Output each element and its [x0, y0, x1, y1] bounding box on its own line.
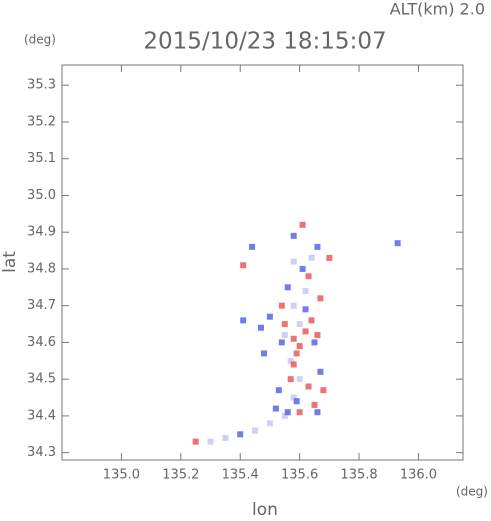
- data-point: [305, 273, 312, 280]
- data-point: [284, 409, 291, 416]
- plot-frame: [61, 64, 464, 461]
- data-point: [290, 361, 297, 368]
- y-tick-label: 34.6: [27, 335, 56, 350]
- data-point: [222, 434, 229, 441]
- data-point: [240, 262, 247, 269]
- data-point: [290, 335, 297, 342]
- data-point: [314, 332, 321, 339]
- data-point: [305, 383, 312, 390]
- x-axis-label: lon: [252, 500, 278, 520]
- data-point: [281, 321, 288, 328]
- y-tick-label: 34.4: [27, 408, 56, 423]
- data-point: [275, 387, 282, 394]
- y-tick-label: 35.0: [27, 188, 56, 203]
- data-point: [302, 287, 309, 294]
- data-point: [237, 431, 244, 438]
- data-point: [326, 254, 333, 261]
- data-point: [290, 258, 297, 265]
- data-point: [278, 339, 285, 346]
- data-point: [302, 328, 309, 335]
- y-tick-label: 34.9: [27, 225, 56, 240]
- x-tick-label: 136.0: [400, 468, 437, 483]
- data-point: [296, 321, 303, 328]
- data-point: [314, 409, 321, 416]
- x-tick-label: 135.8: [340, 468, 377, 483]
- data-point: [299, 265, 306, 272]
- y-unit: (deg): [24, 33, 56, 47]
- x-tick-label: 135.0: [103, 468, 140, 483]
- y-tick-label: 34.3: [27, 445, 56, 460]
- data-point: [281, 412, 288, 419]
- data-point: [266, 313, 273, 320]
- data-point: [314, 243, 321, 250]
- data-point: [296, 409, 303, 416]
- data-point: [272, 405, 279, 412]
- data-point: [278, 302, 285, 309]
- chart-title: 2015/10/23 18:15:07: [143, 29, 386, 55]
- data-point: [284, 284, 291, 291]
- data-point: [287, 357, 294, 364]
- y-tick-label: 34.8: [27, 261, 56, 276]
- data-point: [296, 343, 303, 350]
- data-point: [249, 243, 256, 250]
- data-point: [293, 350, 300, 357]
- data-point: [207, 438, 214, 445]
- data-point: [290, 394, 297, 401]
- data-point: [281, 332, 288, 339]
- data-point: [258, 324, 265, 331]
- y-tick-label: 34.7: [27, 298, 56, 313]
- data-point: [293, 398, 300, 405]
- x-tick-label: 135.2: [162, 468, 199, 483]
- data-point: [317, 368, 324, 375]
- x-tick-label: 135.6: [281, 468, 318, 483]
- y-axis-label: lat: [0, 251, 20, 273]
- data-point: [308, 317, 315, 324]
- data-point: [296, 376, 303, 383]
- y-tick-label: 35.3: [27, 78, 56, 93]
- data-point: [394, 240, 401, 247]
- data-point: [320, 387, 327, 394]
- y-tick-label: 35.2: [27, 114, 56, 129]
- data-point: [290, 302, 297, 309]
- data-point: [302, 306, 309, 313]
- altitude-label: ALT(km) 2.0: [390, 0, 485, 19]
- data-point: [308, 254, 315, 261]
- data-point: [240, 317, 247, 324]
- y-tick-label: 35.1: [27, 151, 56, 166]
- data-point: [252, 427, 259, 434]
- x-unit: (deg): [456, 485, 488, 499]
- x-tick-label: 135.4: [222, 468, 259, 483]
- data-point: [311, 339, 318, 346]
- data-point: [299, 221, 306, 228]
- y-tick-label: 34.5: [27, 372, 56, 387]
- data-point: [290, 232, 297, 239]
- data-point: [317, 295, 324, 302]
- data-point: [311, 401, 318, 408]
- data-point: [266, 420, 273, 427]
- data-point: [287, 376, 294, 383]
- data-point: [192, 438, 199, 445]
- data-point: [260, 350, 267, 357]
